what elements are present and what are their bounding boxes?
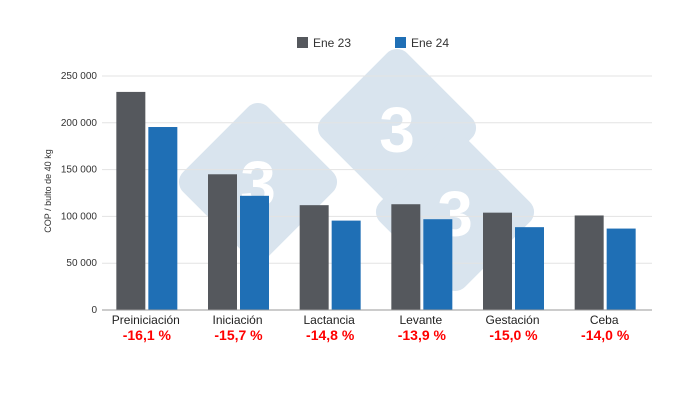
bar-ene-23[interactable]: [483, 212, 512, 310]
x-tick-label: Ceba: [590, 313, 619, 327]
x-tick-label: Lactancia: [303, 313, 355, 327]
bar-ene-23[interactable]: [208, 174, 237, 310]
bar-ene-24[interactable]: [148, 127, 178, 311]
bars: [116, 91, 636, 311]
y-tick-label: 200 000: [61, 118, 98, 129]
x-tick-label: Levante: [399, 313, 442, 327]
legend-swatch: [395, 37, 406, 48]
legend[interactable]: Ene 23 Ene 24: [297, 36, 449, 50]
watermark-glyph: 3: [379, 94, 415, 166]
x-tick-label: Gestación: [485, 313, 539, 327]
y-tick-label: 100 000: [61, 211, 98, 222]
bar-ene-24[interactable]: [606, 228, 636, 310]
change-label: -14,8 %: [306, 327, 355, 343]
legend-item[interactable]: Ene 23: [297, 36, 351, 50]
gridlines: [102, 75, 652, 264]
y-tick-label: 250 000: [61, 71, 98, 82]
bar-ene-23[interactable]: [116, 91, 146, 310]
x-axis-labels: Preiniciación Iniciación Lactancia Levante G…: [112, 313, 619, 327]
change-annotations: -16,1 % -15,7 % -14,8 % -13,9 % -15,0 % -14,0…: [123, 327, 630, 343]
change-label: -15,0 %: [489, 327, 538, 343]
bar-ene-24[interactable]: [240, 195, 269, 310]
bar-ene-24[interactable]: [423, 219, 453, 310]
bar-ene-23[interactable]: [299, 205, 329, 310]
bar-ene-24[interactable]: [331, 220, 361, 310]
change-label: -16,1 %: [123, 327, 172, 343]
change-label: -13,9 %: [398, 327, 447, 343]
x-tick-label: Preiniciación: [112, 313, 180, 327]
change-label: -15,7 %: [214, 327, 263, 343]
bar-ene-23[interactable]: [574, 215, 604, 310]
legend-label: Ene 23: [313, 36, 351, 50]
legend-label: Ene 24: [411, 36, 449, 50]
y-tick-label: 50 000: [66, 258, 97, 269]
change-label: -14,0 %: [581, 327, 630, 343]
legend-swatch: [297, 37, 308, 48]
x-tick-label: Iniciación: [212, 313, 262, 327]
y-axis-title: COP / bulto de 40 kg: [43, 149, 53, 232]
y-tick-label: 0: [91, 305, 97, 316]
bar-ene-24[interactable]: [515, 227, 544, 310]
legend-item[interactable]: Ene 24: [395, 36, 449, 50]
bar-ene-23[interactable]: [391, 204, 421, 310]
y-tick-label: 150 000: [61, 165, 98, 176]
y-axis-ticks: 0 50 000 100 000 150 000 200 000 250 000: [61, 71, 98, 316]
